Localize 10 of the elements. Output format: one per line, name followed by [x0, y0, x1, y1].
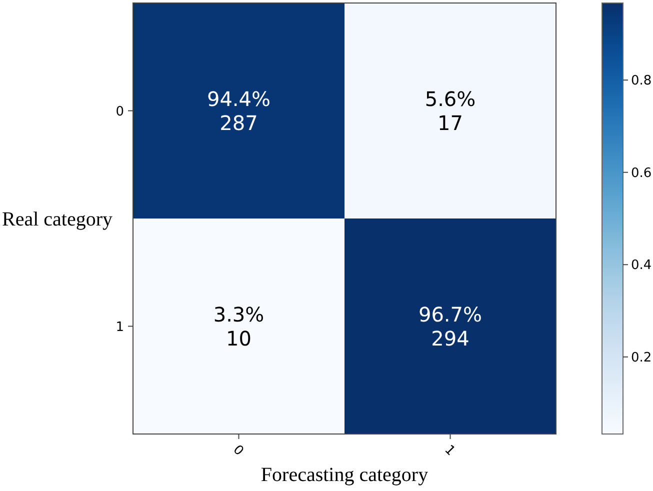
data-label: 5.6% 17 — [424, 86, 476, 135]
y-axis-title: Real category — [2, 208, 112, 230]
color-bar-label: 0.8 — [631, 74, 652, 89]
data-label: 94.4% 287 — [206, 86, 271, 135]
color-bar-label: 0.6 — [631, 166, 652, 181]
data-label: 96.7% 294 — [418, 302, 482, 350]
color-bar-label: 0.2 — [631, 350, 652, 366]
color-bar-label: 0.4 — [631, 258, 652, 274]
x-axis-title: Forecasting category — [260, 464, 428, 486]
data-label: 3.3% 10 — [213, 302, 264, 350]
